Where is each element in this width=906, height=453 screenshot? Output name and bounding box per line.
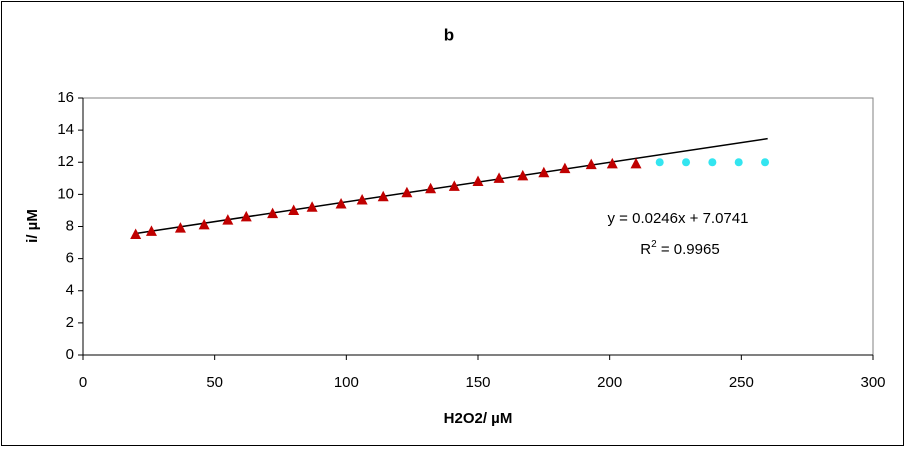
triangle-point xyxy=(401,186,413,198)
triangle-point xyxy=(377,190,389,202)
triangle-point xyxy=(538,166,550,178)
triangle-point xyxy=(493,172,505,183)
x-tick-label: 200 xyxy=(597,374,622,391)
triangle-point xyxy=(240,210,252,222)
circle-point xyxy=(708,158,717,167)
y-tick-label: 14 xyxy=(57,121,74,138)
x-tick-label: 100 xyxy=(334,374,359,391)
triangle-point xyxy=(448,180,460,191)
triangle-point xyxy=(335,198,347,209)
triangle-point xyxy=(222,214,234,225)
y-axis-label: i/ µM xyxy=(24,209,41,243)
triangle-point xyxy=(630,157,642,169)
x-tick-label: 0 xyxy=(79,374,87,391)
triangle-point xyxy=(356,193,368,205)
y-tick-label: 8 xyxy=(66,217,74,234)
y-tick-label: 4 xyxy=(66,282,74,299)
circle-point xyxy=(682,158,691,167)
x-tick-label: 150 xyxy=(465,374,490,391)
r2-sup: 2 xyxy=(651,239,657,250)
chart-border xyxy=(1,1,904,446)
y-tick-label: 16 xyxy=(57,89,74,106)
triangle-point xyxy=(288,204,300,215)
x-tick-label: 300 xyxy=(860,374,885,391)
y-tick-label: 0 xyxy=(66,346,74,363)
triangle-point xyxy=(517,169,529,181)
x-tick-label: 250 xyxy=(729,374,754,391)
circle-point xyxy=(655,158,664,167)
x-tick-label: 50 xyxy=(206,374,223,391)
y-tick-label: 2 xyxy=(66,314,74,331)
triangle-point xyxy=(606,157,618,169)
triangle-point xyxy=(425,182,437,194)
y-tick-label: 12 xyxy=(57,153,74,170)
triangle-point xyxy=(559,162,571,174)
triangle-point xyxy=(130,228,142,240)
triangle-point xyxy=(306,201,318,212)
y-tick-label: 10 xyxy=(57,185,74,202)
triangle-point xyxy=(472,175,484,187)
r-squared: R2 = 0.9965 xyxy=(640,239,719,258)
triangle-point xyxy=(585,158,597,170)
r2-base: R xyxy=(640,241,651,258)
circle-point xyxy=(761,158,770,167)
circle-point xyxy=(734,158,743,167)
triangle-point xyxy=(198,218,210,230)
x-axis-label: H2O2/ µM xyxy=(444,410,513,427)
triangle-point xyxy=(145,225,157,236)
chart-title: b xyxy=(444,25,454,44)
triangle-point xyxy=(174,222,186,233)
equation: y = 0.0246x + 7.0741 xyxy=(608,210,749,227)
y-tick-label: 6 xyxy=(66,250,74,267)
triangle-point xyxy=(267,207,279,219)
r2-rest: = 0.9965 xyxy=(657,241,720,258)
